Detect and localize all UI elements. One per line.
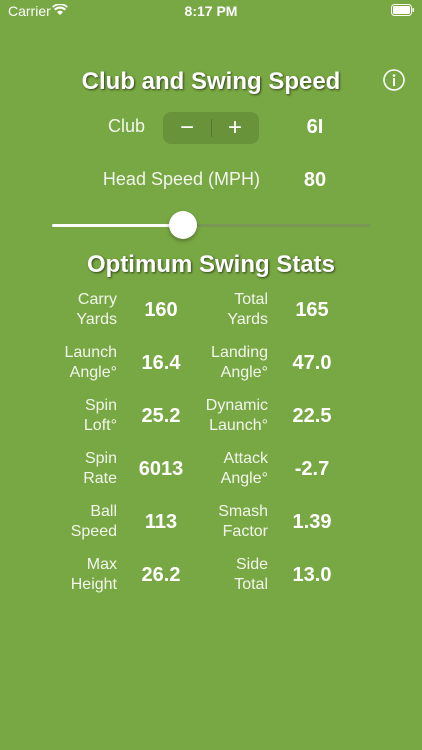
stat-label-line: Angle° xyxy=(220,364,268,381)
stat-label: Launch Angle° xyxy=(7,343,118,383)
club-value: 6I xyxy=(306,116,324,138)
stat-label-line: Landing xyxy=(211,344,268,361)
stat-label-line: Rate xyxy=(83,470,117,487)
wifi-icon xyxy=(52,4,68,15)
stat-value: 26.2 xyxy=(141,564,181,586)
info-button[interactable] xyxy=(383,69,405,91)
stat-value: 160 xyxy=(144,299,178,321)
stat-value: -2.7 xyxy=(294,458,330,480)
slider-thumb[interactable] xyxy=(169,211,197,239)
stat-label-line: Loft° xyxy=(83,417,117,434)
stat-label-line: Angle° xyxy=(69,364,117,381)
stat-value: 113 xyxy=(144,511,178,533)
stat-label-line: Speed xyxy=(70,523,117,540)
stat-label-line: Spin xyxy=(84,450,117,467)
stat-value: 6013 xyxy=(138,458,184,480)
stat-label-line: Side xyxy=(235,556,268,573)
stat-label-line: Yards xyxy=(227,311,268,328)
page-title: Club and Swing Speed xyxy=(81,68,341,95)
stat-label: Side Total xyxy=(158,555,268,595)
stat-label: Dynamic Launch° xyxy=(158,396,268,436)
stat-value: 22.5 xyxy=(292,405,332,427)
stat-label-line: Angle° xyxy=(220,470,268,487)
stat-label-line: Ball xyxy=(90,503,117,520)
stat-label: Attack Angle° xyxy=(158,449,268,489)
carrier: Carrier xyxy=(8,3,51,19)
stat-label-line: Carry xyxy=(77,291,117,308)
stat-label: Total Yards xyxy=(158,290,268,330)
clock: 8:17 PM xyxy=(184,3,238,19)
club-label: Club xyxy=(107,116,145,136)
stat-label-line: Dynamic xyxy=(205,397,268,414)
stat-label: Ball Speed xyxy=(7,502,117,542)
stat-value: 25.2 xyxy=(141,405,181,427)
stat-label-line: Total xyxy=(234,291,268,308)
stat-label: Spin Rate xyxy=(7,449,117,489)
head-speed-value: 80 xyxy=(303,169,327,191)
battery-icon xyxy=(391,4,414,16)
stat-label-line: Attack xyxy=(223,450,268,467)
stat-label: Spin Loft° xyxy=(7,396,117,436)
stat-label-line: Height xyxy=(70,576,117,593)
stat-value: 47.0 xyxy=(292,352,332,374)
stats-title: Optimum Swing Stats xyxy=(86,251,335,278)
club-stepper: − + xyxy=(163,112,259,144)
stat-label: Max Height xyxy=(7,555,117,595)
stat-label-line: Launch° xyxy=(209,417,268,434)
stepper-plus[interactable]: + xyxy=(227,114,242,141)
stepper-divider xyxy=(211,119,212,137)
stat-label-line: Total xyxy=(234,576,268,593)
stat-label: Carry Yards xyxy=(7,290,117,330)
stat-label-line: Factor xyxy=(222,523,268,540)
stepper-minus[interactable]: − xyxy=(179,114,194,141)
stat-label: Smash Factor xyxy=(158,502,268,542)
stat-label-line: Spin xyxy=(84,397,117,414)
stat-label-line: Yards xyxy=(76,311,117,328)
stat-value: 16.4 xyxy=(141,352,181,374)
stat-label-line: Launch xyxy=(64,344,118,361)
stat-value: 1.39 xyxy=(292,511,332,533)
slider-track[interactable] xyxy=(52,224,370,227)
head-speed-label: Head Speed (MPH) xyxy=(102,169,260,189)
stat-label-line: Smash xyxy=(218,503,268,520)
stat-value: 165 xyxy=(295,299,329,321)
stat-label-line: Max xyxy=(86,556,117,573)
stat-label: Landing Angle° xyxy=(158,343,268,383)
slider-fill xyxy=(52,224,183,227)
stat-value: 13.0 xyxy=(292,564,332,586)
